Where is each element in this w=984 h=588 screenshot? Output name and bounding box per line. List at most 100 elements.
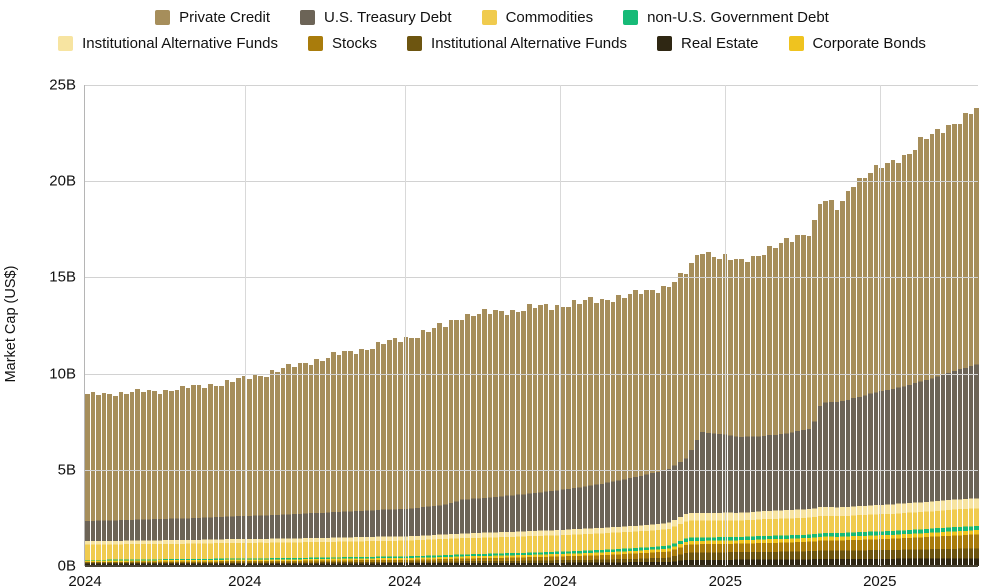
- bar-column[interactable]: [616, 295, 621, 566]
- bar-column[interactable]: [415, 337, 420, 566]
- bar-column[interactable]: [566, 307, 571, 566]
- bar-column[interactable]: [297, 362, 303, 566]
- bar-column[interactable]: [594, 302, 599, 566]
- bar-column[interactable]: [437, 323, 442, 566]
- bar-column[interactable]: [314, 359, 319, 566]
- bar-column[interactable]: [705, 251, 711, 566]
- bar-column[interactable]: [325, 357, 331, 566]
- bar-column[interactable]: [202, 388, 208, 566]
- bar-column[interactable]: [549, 309, 554, 566]
- bar-column[interactable]: [510, 309, 515, 566]
- bar-column[interactable]: [443, 326, 448, 566]
- bar-column[interactable]: [963, 112, 968, 566]
- bar-column[interactable]: [504, 315, 510, 566]
- bar-column[interactable]: [560, 307, 566, 566]
- bar-column[interactable]: [107, 394, 112, 566]
- bar-column[interactable]: [896, 163, 901, 566]
- bar-column[interactable]: [834, 209, 840, 566]
- bar-column[interactable]: [828, 200, 834, 566]
- bar-column[interactable]: [784, 237, 789, 566]
- bar-column[interactable]: [700, 254, 705, 566]
- bar-column[interactable]: [795, 235, 800, 566]
- legend-item-non_us_gov[interactable]: non-U.S. Government Debt: [623, 9, 829, 25]
- bar-column[interactable]: [90, 391, 96, 566]
- bar-column[interactable]: [577, 303, 582, 566]
- bar-column[interactable]: [840, 200, 845, 566]
- bar-column[interactable]: [968, 113, 974, 566]
- bar-column[interactable]: [571, 300, 577, 566]
- bar-column[interactable]: [868, 173, 873, 566]
- bar-column[interactable]: [890, 159, 896, 566]
- bar-column[interactable]: [722, 254, 728, 566]
- bar-column[interactable]: [789, 241, 795, 566]
- bar-column[interactable]: [230, 382, 236, 566]
- bar-column[interactable]: [269, 370, 275, 566]
- bar-column[interactable]: [767, 246, 773, 566]
- bar-column[interactable]: [957, 124, 963, 566]
- bar-column[interactable]: [627, 294, 633, 566]
- bar-column[interactable]: [711, 256, 717, 566]
- bar-column[interactable]: [879, 168, 884, 566]
- bar-column[interactable]: [515, 312, 521, 566]
- bar-column[interactable]: [213, 385, 219, 566]
- bar-column[interactable]: [308, 365, 314, 566]
- bar-column[interactable]: [459, 320, 465, 566]
- bar-column[interactable]: [163, 389, 168, 566]
- bar-column[interactable]: [247, 379, 252, 566]
- bar-column[interactable]: [364, 350, 370, 566]
- bar-column[interactable]: [224, 380, 230, 566]
- bar-column[interactable]: [935, 129, 940, 566]
- bar-column[interactable]: [370, 348, 375, 566]
- bar-column[interactable]: [387, 339, 392, 566]
- bar-column[interactable]: [806, 235, 812, 566]
- bar-column[interactable]: [773, 247, 778, 566]
- bar-column[interactable]: [403, 336, 409, 566]
- bar-column[interactable]: [319, 360, 325, 566]
- bar-column[interactable]: [610, 302, 616, 566]
- bar-column[interactable]: [851, 187, 856, 566]
- bar-column[interactable]: [431, 327, 437, 566]
- bar-column[interactable]: [112, 396, 118, 566]
- bar-column[interactable]: [258, 376, 263, 566]
- bar-column[interactable]: [778, 242, 784, 566]
- bar-column[interactable]: [912, 150, 918, 566]
- bar-column[interactable]: [420, 330, 426, 566]
- bar-column[interactable]: [521, 310, 526, 566]
- bar-column[interactable]: [756, 255, 761, 566]
- bar-column[interactable]: [85, 393, 90, 566]
- bar-column[interactable]: [873, 164, 879, 566]
- bar-column[interactable]: [185, 388, 191, 566]
- bar-column[interactable]: [465, 313, 470, 566]
- bar-column[interactable]: [554, 304, 560, 566]
- bar-column[interactable]: [146, 389, 152, 566]
- bar-column[interactable]: [152, 390, 157, 566]
- bar-column[interactable]: [135, 389, 140, 566]
- bar-column[interactable]: [331, 352, 336, 566]
- bar-column[interactable]: [208, 384, 213, 566]
- bar-column[interactable]: [655, 292, 661, 566]
- bar-column[interactable]: [174, 389, 180, 566]
- bar-column[interactable]: [918, 137, 924, 566]
- bar-column[interactable]: [694, 254, 700, 566]
- bar-column[interactable]: [644, 289, 649, 566]
- bar-column[interactable]: [622, 297, 627, 566]
- legend-item-real_estate[interactable]: Real Estate: [656, 35, 759, 51]
- bar-column[interactable]: [236, 378, 241, 566]
- bar-column[interactable]: [677, 272, 683, 566]
- bar-column[interactable]: [823, 201, 828, 566]
- bar-column[interactable]: [582, 299, 588, 566]
- bar-column[interactable]: [264, 376, 269, 566]
- bar-column[interactable]: [118, 392, 124, 566]
- legend-item-commodities[interactable]: Commodities: [481, 9, 593, 25]
- bar-column[interactable]: [498, 310, 504, 566]
- bar-column[interactable]: [398, 341, 403, 566]
- bar-column[interactable]: [689, 263, 694, 566]
- bar-column[interactable]: [219, 385, 224, 566]
- legend-item-iaf_pale[interactable]: Institutional Alternative Funds: [58, 35, 278, 51]
- bar-column[interactable]: [336, 355, 342, 566]
- bar-column[interactable]: [661, 285, 666, 566]
- bar-column[interactable]: [286, 363, 291, 566]
- bar-column[interactable]: [750, 255, 756, 566]
- bar-column[interactable]: [476, 313, 482, 566]
- bar-column[interactable]: [924, 138, 929, 566]
